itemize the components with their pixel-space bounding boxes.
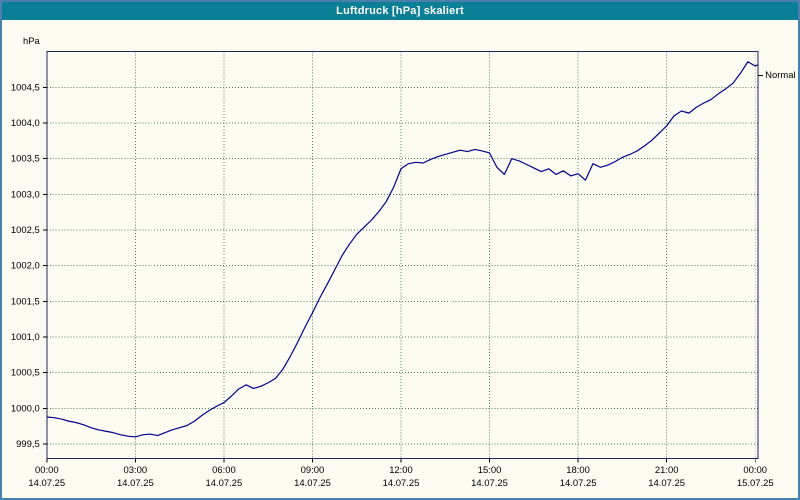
- x-tick-date-label: 14.07.25: [383, 477, 420, 488]
- pressure-line: [46, 61, 759, 438]
- x-tick-date-label: 14.07.25: [294, 477, 331, 488]
- y-tick-label: 1002,5: [11, 224, 40, 235]
- window-title: Luftdruck [hPa] skaliert: [336, 5, 464, 17]
- y-tick-label: 1002,0: [11, 260, 40, 271]
- y-tick-label: 1000,5: [11, 367, 40, 378]
- x-tick-time-label: 00:00: [35, 464, 59, 475]
- axis-labels: 1004,5 1004,0 1003,5 1003,0 1002,5 1002,0 1001…: [11, 35, 796, 488]
- unit-label: hPa: [23, 35, 41, 46]
- y-tick-label: 1000,0: [11, 402, 40, 413]
- x-tick-date-label: 14.07.25: [648, 477, 685, 488]
- y-tick-label: 1004,5: [11, 81, 40, 92]
- x-tick-date-label: 14.07.25: [117, 477, 154, 488]
- x-tick-date-label: 14.07.25: [471, 477, 508, 488]
- x-tick-time-label: 06:00: [212, 464, 236, 475]
- x-tick-date-label: 14.07.25: [560, 477, 597, 488]
- x-tick-time-label: 18:00: [566, 464, 590, 475]
- y-tick-label: 1004,0: [11, 117, 40, 128]
- axis-ticks: [42, 86, 756, 463]
- x-tick-date-label: 14.07.25: [28, 477, 65, 488]
- y-tick-label: 1001,0: [11, 331, 40, 342]
- y-tick-label: 999,5: [16, 438, 40, 449]
- x-tick-time-label: 21:00: [655, 464, 679, 475]
- x-tick-time-label: 09:00: [301, 464, 325, 475]
- x-tick-time-label: 12:00: [389, 464, 413, 475]
- x-tick-time-label: 15:00: [478, 464, 502, 475]
- x-tick-date-label: 15.07.25: [737, 477, 774, 488]
- normal-label: Normal: [765, 69, 795, 80]
- y-tick-label: 1003,5: [11, 153, 40, 164]
- x-tick-time-label: 03:00: [124, 464, 148, 475]
- x-tick-date-label: 14.07.25: [206, 477, 243, 488]
- pressure-chart: 1004,5 1004,0 1003,5 1003,0 1002,5 1002,0 1001…: [11, 35, 796, 488]
- y-tick-label: 1001,5: [11, 295, 40, 306]
- plot-border: [46, 51, 759, 459]
- y-tick-label: 1003,0: [11, 188, 40, 199]
- grid-lines: [46, 51, 759, 459]
- chart-area: 1004,5 1004,0 1003,5 1003,0 1002,5 1002,0 1001…: [2, 20, 798, 498]
- window-titlebar: Luftdruck [hPa] skaliert: [2, 2, 798, 20]
- x-tick-time-label: 00:00: [743, 464, 767, 475]
- plot-area: [46, 51, 759, 459]
